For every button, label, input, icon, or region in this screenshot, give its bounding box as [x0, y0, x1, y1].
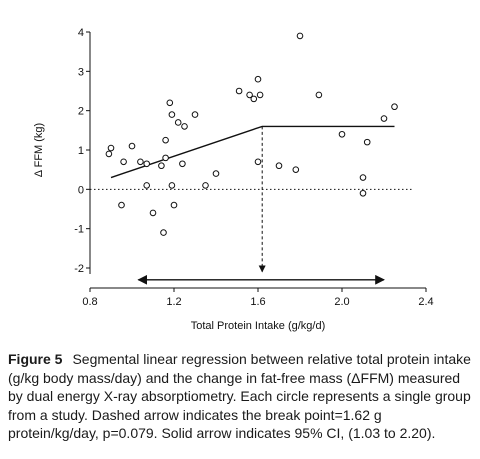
chart-lines	[90, 125, 412, 285]
data-point	[246, 91, 253, 99]
y-tick-label: 1	[78, 145, 84, 157]
data-point	[137, 158, 144, 166]
data-point	[107, 144, 115, 152]
data-point	[275, 162, 283, 170]
data-point	[143, 182, 150, 189]
data-point	[254, 75, 262, 83]
data-point	[170, 201, 178, 209]
data-point	[174, 119, 182, 126]
data-point	[250, 95, 258, 103]
data-point	[168, 111, 176, 118]
y-axis-label: Δ FFM (kg)	[33, 123, 45, 177]
data-point	[181, 123, 188, 130]
data-point	[359, 189, 367, 197]
x-tick-label: 2.4	[418, 296, 433, 308]
data-point	[363, 138, 371, 146]
data-point	[296, 32, 304, 40]
figure-label: Figure 5	[8, 351, 63, 367]
caption-text: Segmental linear regression between rela…	[8, 351, 471, 441]
data-point	[359, 174, 367, 181]
data-point	[380, 115, 388, 122]
chart-points	[105, 32, 398, 236]
y-tick-label: 3	[78, 66, 84, 78]
data-point	[162, 136, 169, 144]
data-point	[256, 91, 264, 99]
y-tick-label: 0	[78, 184, 84, 196]
regression-line	[110, 125, 395, 179]
data-point	[105, 150, 113, 158]
data-point	[168, 182, 176, 189]
y-tick-label: -2	[74, 263, 84, 275]
y-tick-label: 2	[78, 106, 84, 118]
x-tick-label: 0.8	[82, 296, 97, 308]
data-point	[166, 99, 174, 107]
data-point	[179, 160, 186, 168]
x-tick-label: 1.2	[166, 296, 181, 308]
data-point	[315, 91, 323, 99]
chart: -2 -1 0 1 2 3 4 0.8 1.2 1.6 2.0 2.4 Total Protein I…	[33, 27, 434, 332]
data-point	[160, 229, 167, 236]
data-point	[149, 209, 157, 217]
data-point	[120, 158, 127, 166]
y-tick-label: -1	[74, 224, 84, 236]
data-point	[158, 162, 165, 170]
data-point	[202, 182, 209, 189]
x-tick-label: 2.0	[334, 296, 349, 308]
data-point	[162, 154, 169, 162]
data-point	[235, 87, 243, 95]
y-tick-label: 4	[78, 27, 84, 39]
data-point	[143, 160, 150, 168]
data-point	[191, 111, 199, 118]
chart-ticks: -2 -1 0 1 2 3 4 0.8 1.2 1.6 2.0 2.4	[74, 27, 433, 308]
data-point	[128, 142, 136, 150]
data-point	[212, 170, 220, 177]
data-point	[338, 130, 346, 138]
data-point	[391, 103, 398, 111]
data-point	[254, 158, 262, 166]
data-point	[118, 201, 125, 209]
x-axis-label: Total Protein Intake (g/kg/d)	[191, 320, 326, 332]
x-tick-label: 1.6	[250, 296, 265, 308]
data-point	[292, 166, 300, 173]
figure-caption: Figure 5 Segmental linear regression betw…	[8, 350, 474, 443]
